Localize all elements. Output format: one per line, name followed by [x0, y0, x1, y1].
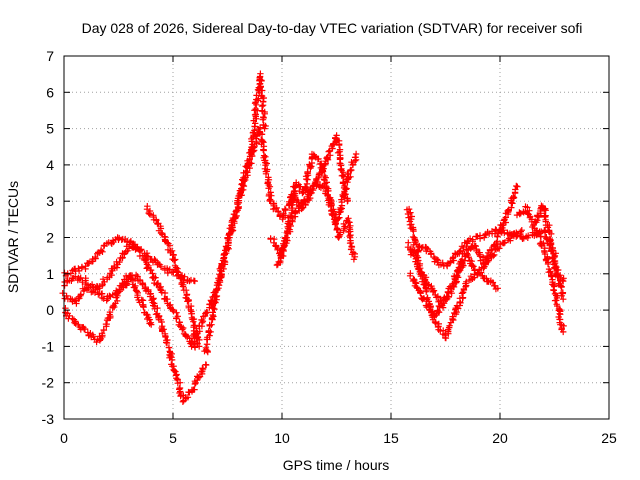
- y-tick-label: 0: [46, 302, 54, 318]
- series-markers: [61, 241, 199, 351]
- y-tick-label: 4: [46, 157, 54, 173]
- y-tick-label: 1: [46, 266, 54, 282]
- y-tick-label: 6: [46, 84, 54, 100]
- series-markers: [187, 70, 269, 350]
- series-markers: [273, 150, 359, 269]
- series-markers: [529, 221, 567, 336]
- grid: [64, 56, 609, 419]
- y-tick-label: -1: [42, 338, 55, 354]
- y-tick-label: 3: [46, 193, 54, 209]
- x-tick-label: 0: [60, 430, 68, 446]
- data-points: [59, 70, 567, 405]
- y-tick-label: -2: [42, 375, 55, 391]
- chart-title: Day 028 of 2026, Sidereal Day-to-day VTE…: [82, 20, 583, 36]
- series-sat-g: [201, 124, 351, 356]
- axis-ticks: 0 5 10 15 20 25 -3 -2 -1 0 1 2 3 4 5 6 7: [42, 48, 617, 446]
- series-sat-n: [513, 202, 567, 285]
- series-markers: [406, 251, 501, 320]
- series-sat-i: [273, 150, 359, 269]
- series-sat-f: [187, 70, 269, 350]
- x-axis-label: GPS time / hours: [283, 457, 390, 473]
- y-tick-label: 5: [46, 121, 54, 137]
- series-sat-b: [61, 241, 199, 351]
- y-tick-label: -3: [42, 411, 55, 427]
- x-tick-label: 25: [601, 430, 617, 446]
- y-axis-label: SDTVAR / TECUs: [5, 181, 21, 293]
- x-tick-label: 5: [169, 430, 177, 446]
- series-markers: [59, 273, 155, 328]
- series-sat-l: [406, 251, 501, 320]
- y-tick-label: 2: [46, 230, 54, 246]
- series-markers: [201, 124, 351, 356]
- x-tick-label: 15: [383, 430, 399, 446]
- y-tick-label: 7: [46, 48, 54, 64]
- x-tick-label: 10: [274, 430, 290, 446]
- series-sat-o: [529, 221, 567, 336]
- series-markers: [513, 202, 567, 285]
- x-tick-label: 20: [492, 430, 508, 446]
- series-sat-d: [59, 273, 155, 328]
